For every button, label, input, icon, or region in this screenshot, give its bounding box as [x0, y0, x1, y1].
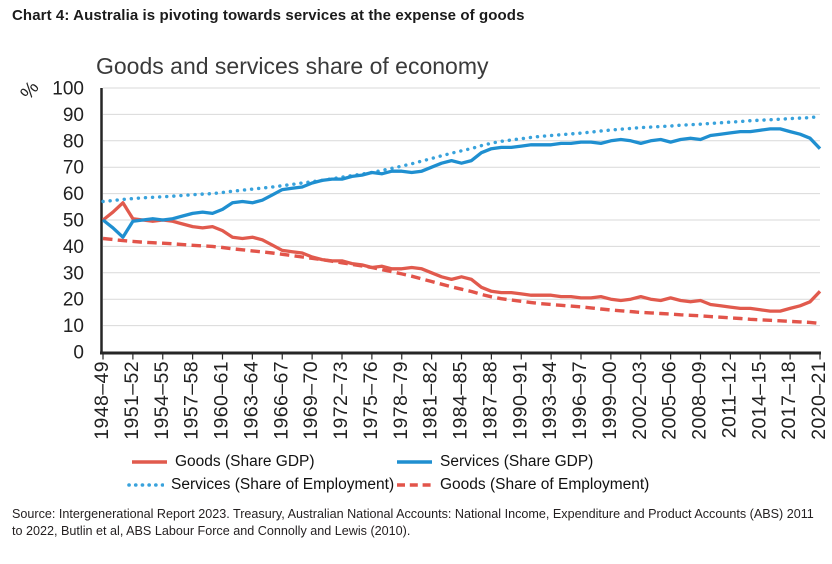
x-tick-label: 1948–49 [91, 361, 113, 440]
x-tick-label: 1954–55 [151, 361, 173, 440]
x-tick-label: 1990–91 [509, 361, 531, 440]
x-tick-label: 1981–82 [420, 361, 442, 440]
x-tick-label: 1996–97 [569, 361, 591, 440]
legend-item-services-gdp: Services (Share GDP) [396, 453, 593, 471]
y-tick-label: 20 [63, 290, 84, 311]
x-tick-label: 1993–94 [539, 361, 561, 440]
x-tick-label: 2014–15 [748, 361, 770, 440]
legend-item-goods-gdp: Goods (Share GDP) [131, 453, 315, 471]
x-tick-label: 2002–03 [629, 361, 651, 440]
series-goods-share-gdp [101, 201, 822, 313]
x-tick-label: 1984–85 [450, 361, 472, 440]
y-tick-label: 10 [63, 316, 84, 337]
legend-sample-dotted-blue [127, 483, 164, 487]
y-tick-label: 100 [52, 79, 84, 100]
series-services-share-of-employment [101, 114, 822, 204]
x-tick-label: 1978–79 [390, 361, 412, 440]
legend-sample-solid-red [132, 460, 167, 464]
x-tick-label: 2008–09 [689, 361, 711, 440]
legend-item-goods-employment: Goods (Share of Employment) [396, 476, 649, 494]
x-tick-label: 2011–12 [718, 361, 740, 438]
legend-sample-dashed-red [397, 483, 432, 487]
x-tick-label: 1963–64 [240, 361, 262, 440]
line-chart: 1948–49 1951–52 1954–55 1957–58 1960–61 1963–… [52, 79, 830, 440]
x-tick-label: 1975–76 [360, 361, 382, 440]
page-title: Chart 4: Australia is pivoting towards s… [12, 7, 525, 24]
x-tick-label: 2017–18 [778, 361, 800, 440]
legend-item-services-employment: Services (Share of Employment) [127, 476, 394, 494]
y-tick-label: 60 [63, 184, 84, 205]
y-tick-label: 50 [63, 211, 84, 232]
legend-label: Services (Share GDP) [440, 453, 594, 470]
y-tick-label: 30 [63, 263, 84, 284]
x-tick-label: 1951–52 [121, 361, 143, 440]
y-tick-label: 40 [63, 237, 84, 258]
legend-label: Services (Share of Employment) [171, 476, 395, 493]
source-note: Source: Intergenerational Report 2023. T… [12, 507, 814, 538]
x-tick-label: 1972–73 [330, 361, 352, 440]
x-tick-label: 1987–88 [479, 361, 501, 440]
series-services-share-gdp [101, 127, 822, 239]
series-goods-share-of-employment [102, 236, 821, 326]
y-tick-label: 90 [63, 105, 84, 126]
chart-title: Goods and services share of economy [96, 53, 489, 79]
legend-sample-solid-blue [397, 460, 432, 464]
x-tick-label: 2020–21 [808, 361, 830, 440]
y-tick-label: 0 [73, 343, 84, 364]
legend-label: Goods (Share of Employment) [440, 476, 650, 493]
x-tick-label: 1960–61 [211, 361, 233, 440]
x-tick-label: 1957–58 [181, 361, 203, 440]
legend-label: Goods (Share GDP) [175, 453, 315, 470]
x-tick-label: 1966–67 [270, 361, 292, 440]
x-tick-label: 1969–70 [300, 361, 322, 440]
x-tick-label: 1999–00 [599, 361, 621, 440]
x-tick-label: 2005–06 [659, 361, 681, 440]
y-tick-label: 80 [63, 131, 84, 152]
y-tick-label: 70 [63, 158, 84, 179]
